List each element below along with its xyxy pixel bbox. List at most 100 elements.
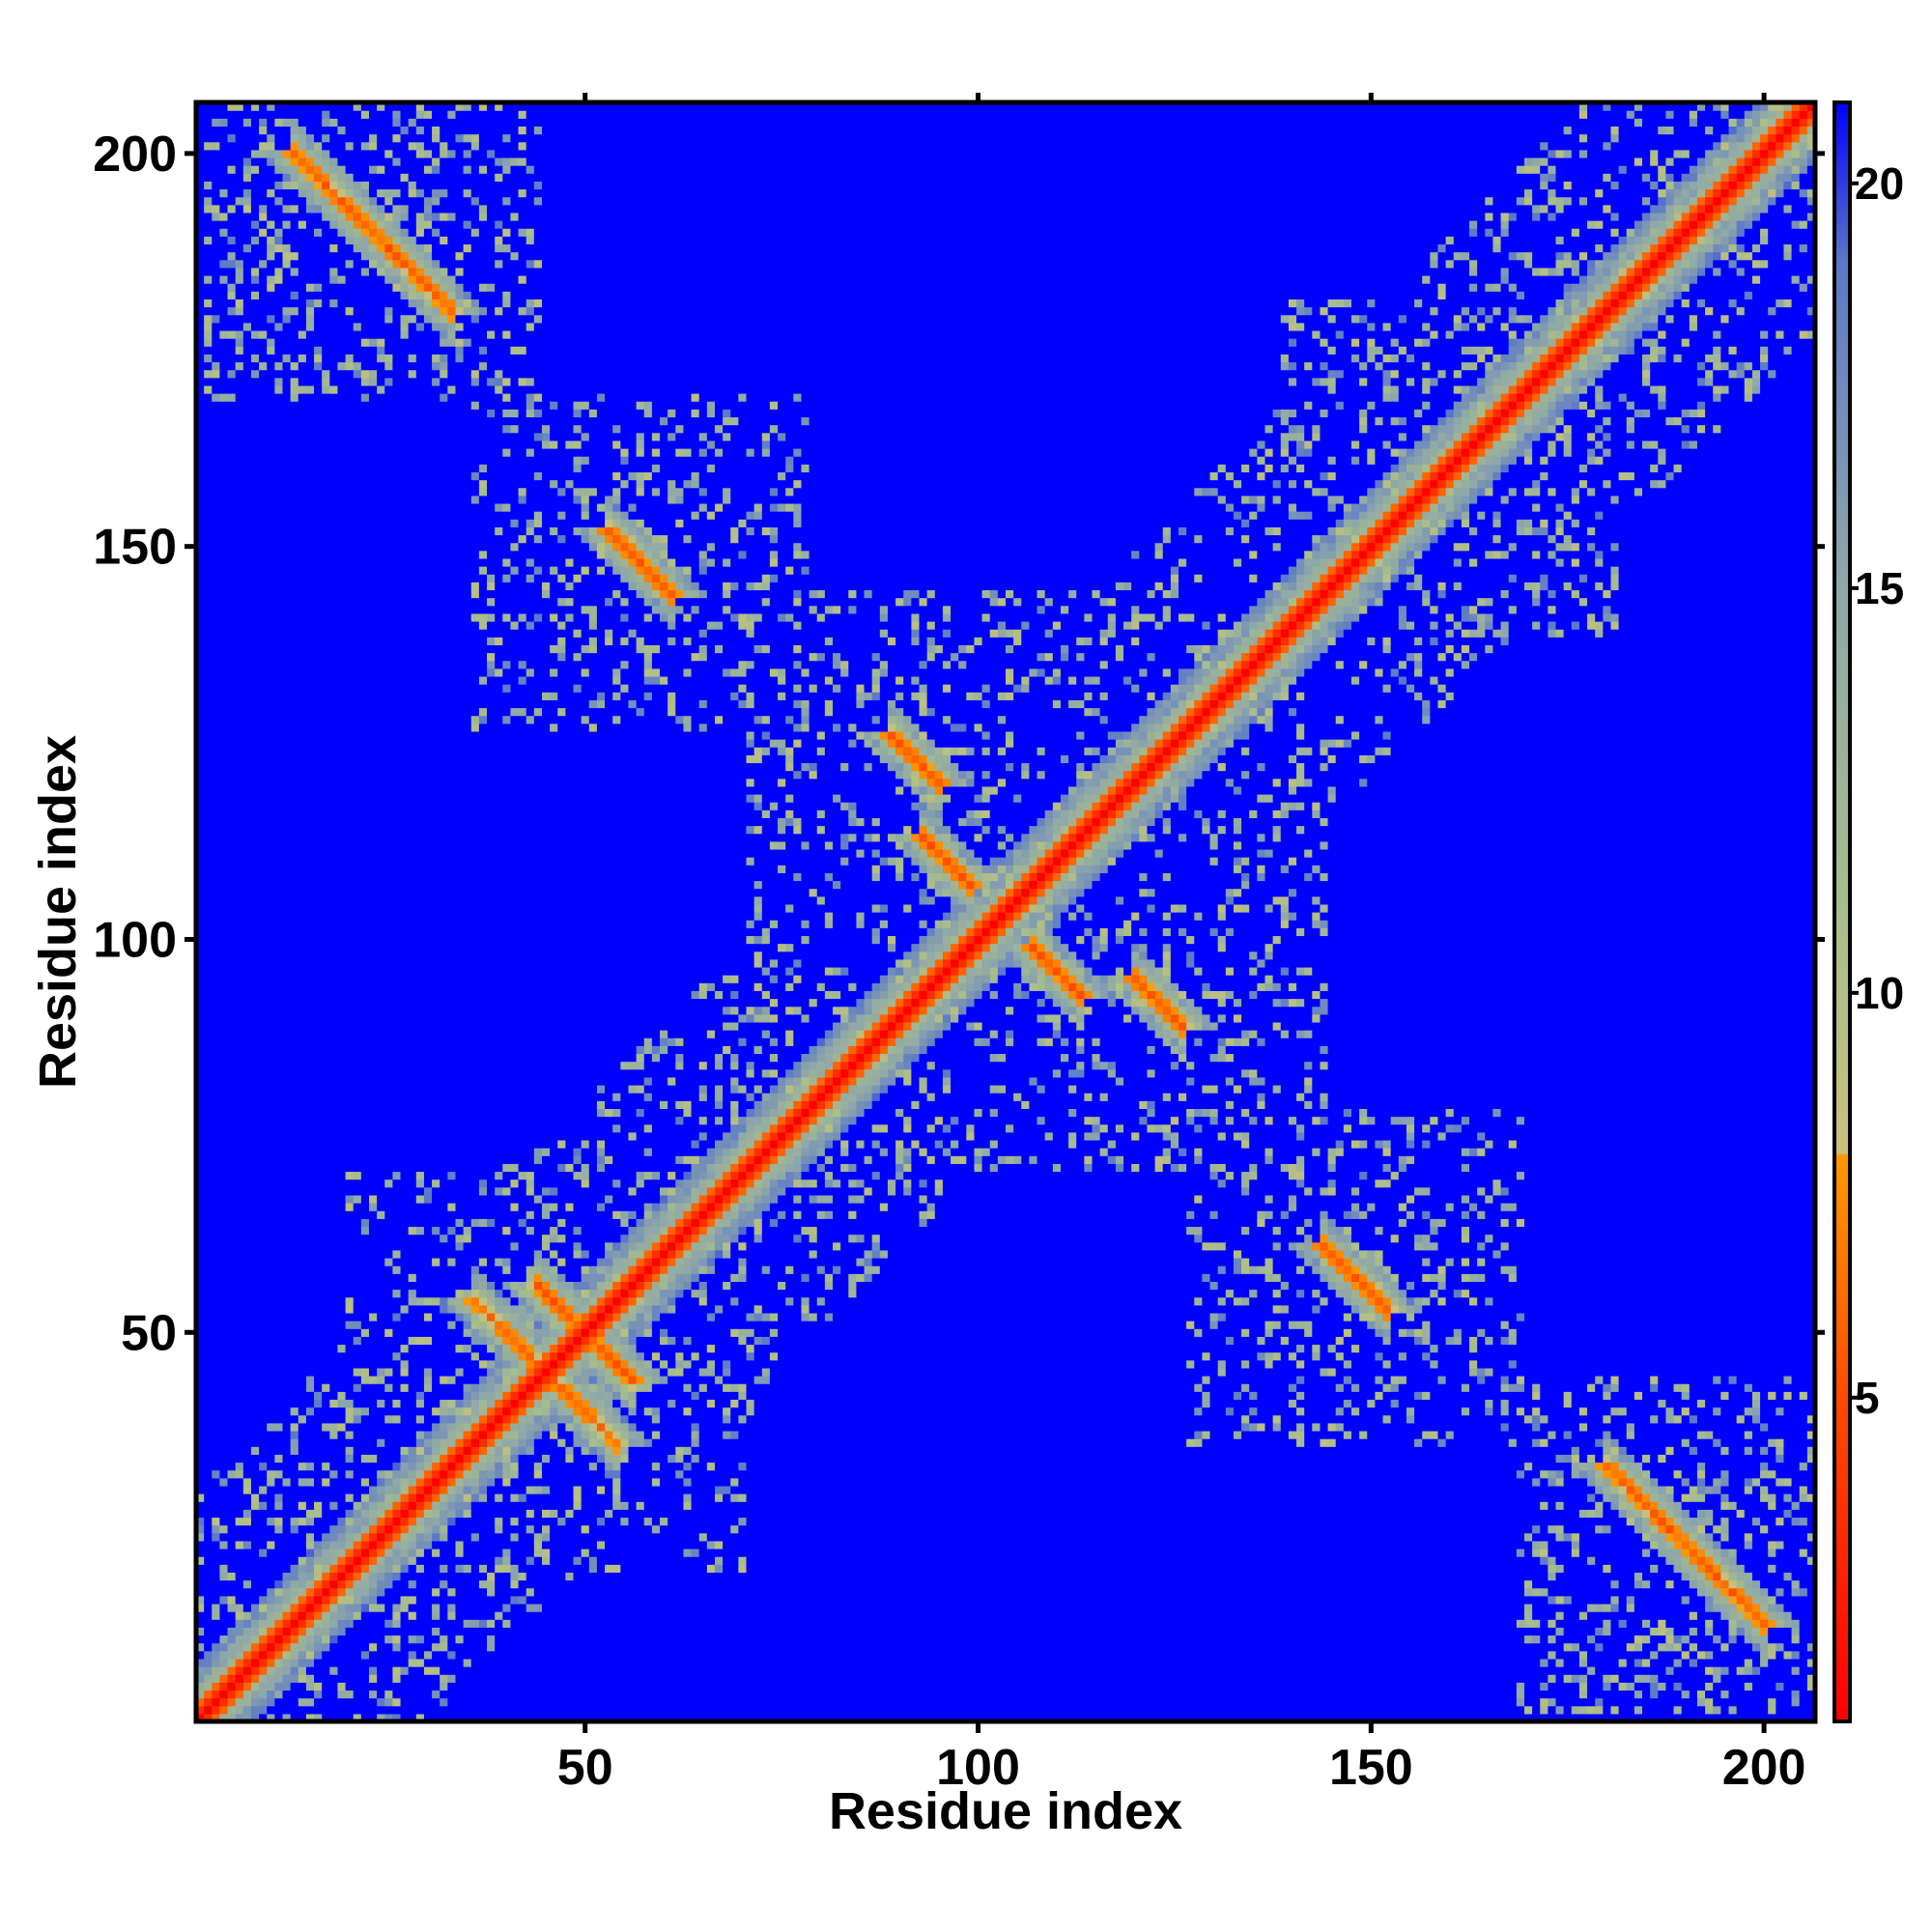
heatmap-cell	[541, 1391, 551, 1401]
heatmap-cell	[1437, 1116, 1463, 1125]
heatmap-cell	[415, 1713, 425, 1722]
heatmap-cell	[1618, 1658, 1628, 1667]
heatmap-cell	[1523, 1171, 1816, 1180]
heatmap-cell	[1099, 1093, 1109, 1101]
heatmap-cell	[738, 1006, 748, 1015]
heatmap-cell	[219, 1572, 229, 1581]
heatmap-cell	[1555, 1501, 1565, 1510]
heatmap-cell	[1500, 1265, 1510, 1274]
heatmap-cell	[377, 1485, 385, 1494]
heatmap-cell	[1461, 1194, 1470, 1204]
heatmap-cell	[1728, 1477, 1746, 1487]
heatmap-cell	[738, 1076, 779, 1086]
heatmap-cell	[723, 1148, 731, 1156]
heatmap-cell	[353, 1414, 362, 1424]
heatmap-cell	[581, 1155, 598, 1164]
heatmap-cell	[368, 1572, 378, 1581]
heatmap-cell	[675, 1210, 685, 1219]
heatmap-cell	[1689, 1477, 1698, 1487]
heatmap-cell	[204, 1705, 213, 1715]
heatmap-cell	[1642, 1642, 1659, 1652]
heatmap-cell	[400, 1469, 410, 1479]
heatmap-cell	[447, 1579, 480, 1589]
heatmap-cell	[573, 1226, 582, 1236]
heatmap-cell	[212, 1517, 221, 1526]
heatmap-cell	[651, 1226, 661, 1236]
heatmap-cell	[1485, 1234, 1494, 1243]
heatmap-cell	[636, 1328, 645, 1337]
heatmap-cell	[612, 1446, 621, 1455]
heatmap-cell	[1626, 1642, 1635, 1652]
heatmap-cell	[1634, 1705, 1643, 1715]
heatmap-cell	[259, 1595, 268, 1605]
heatmap-cell	[1642, 1705, 1675, 1715]
heatmap-cell	[345, 1399, 355, 1408]
heatmap-cell	[298, 1627, 307, 1636]
heatmap-cell	[502, 1619, 512, 1628]
heatmap-cell	[1555, 1477, 1565, 1487]
heatmap-cell	[1523, 1532, 1533, 1542]
heatmap-cell	[778, 1116, 786, 1125]
heatmap-cell	[282, 1674, 299, 1683]
heatmap-cell	[879, 1265, 1219, 1274]
heatmap-cell	[1343, 1383, 1352, 1392]
heatmap-cell	[573, 1509, 606, 1519]
heatmap-cell	[1587, 1611, 1690, 1620]
heatmap-cell	[337, 1564, 347, 1574]
heatmap-cell	[1272, 1359, 1297, 1369]
heatmap-cell	[432, 1469, 440, 1479]
heatmap-cell	[691, 1391, 700, 1401]
heatmap-cell	[1650, 1690, 1659, 1699]
heatmap-cell	[1696, 1627, 1706, 1636]
heatmap-cell	[628, 1383, 638, 1392]
heatmap-cell	[1350, 1296, 1360, 1306]
heatmap-cell	[1350, 1281, 1360, 1291]
heatmap-cell	[1390, 1265, 1439, 1274]
heatmap-cell	[1013, 1155, 1022, 1164]
heatmap-cell	[557, 1289, 566, 1298]
heatmap-cell	[423, 1462, 433, 1471]
heatmap-cell	[723, 1061, 731, 1070]
heatmap-cell	[1241, 1186, 1250, 1196]
heatmap-cell	[196, 1376, 307, 1384]
heatmap-cell	[1720, 1376, 1730, 1384]
heatmap-cell	[329, 1540, 339, 1549]
heatmap-cell	[714, 1148, 724, 1156]
heatmap-cell	[384, 1383, 393, 1392]
heatmap-cell	[470, 1265, 480, 1274]
heatmap-cell	[533, 1210, 543, 1219]
heatmap-cell	[934, 1179, 944, 1188]
heatmap-cell	[1768, 1540, 1776, 1549]
heatmap-cell	[1555, 1524, 1565, 1534]
heatmap-cell	[1430, 1116, 1439, 1125]
heatmap-cell	[848, 1139, 858, 1149]
heatmap-cell	[565, 1281, 575, 1291]
heatmap-cell	[723, 1100, 731, 1109]
heatmap-cell	[1776, 1642, 1785, 1652]
heatmap-cell	[337, 1524, 347, 1534]
heatmap-cell	[400, 1446, 410, 1455]
heatmap-cell	[463, 1289, 472, 1298]
heatmap-cell	[573, 1171, 582, 1180]
heatmap-cell	[761, 1139, 771, 1149]
heatmap-cell	[730, 1108, 739, 1118]
heatmap-cell	[463, 1469, 472, 1479]
heatmap-cell	[298, 1501, 307, 1510]
heatmap-cell	[769, 1336, 1227, 1346]
heatmap-cell	[691, 1406, 724, 1416]
heatmap-cell	[1751, 1634, 1761, 1644]
heatmap-cell	[730, 1226, 739, 1236]
heatmap-cell	[196, 1524, 205, 1534]
heatmap-cell	[706, 1289, 849, 1298]
heatmap-cell	[612, 1249, 621, 1259]
heatmap-cell	[1696, 1650, 1706, 1660]
heatmap-cell	[879, 1053, 889, 1063]
heatmap-cell	[1523, 1579, 1533, 1589]
heatmap-cell	[1713, 1603, 1721, 1612]
heatmap-cell	[1084, 1068, 1109, 1078]
heatmap-cell	[620, 1249, 630, 1259]
heatmap-cell	[723, 1116, 731, 1125]
heatmap-cell	[1555, 1572, 1635, 1581]
heatmap-cell	[533, 1548, 543, 1557]
heatmap-cell	[282, 1595, 292, 1605]
